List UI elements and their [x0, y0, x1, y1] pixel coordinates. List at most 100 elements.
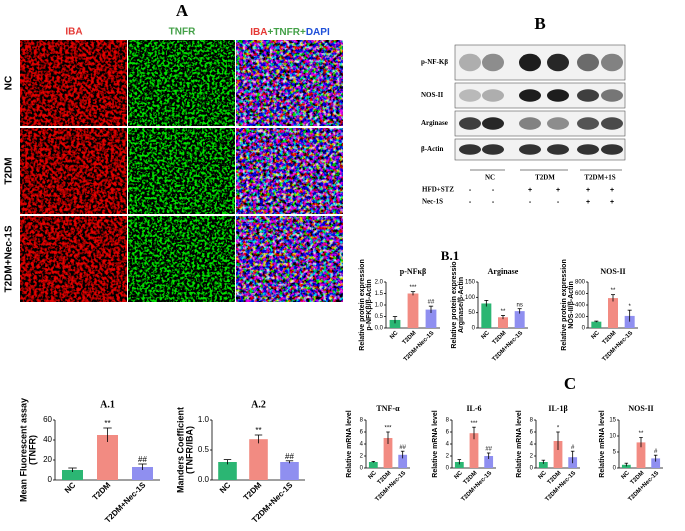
band [547, 53, 569, 72]
significance-label: ## [485, 447, 492, 453]
y-tick-label: 15 [609, 418, 616, 424]
bar [383, 438, 393, 468]
label-part: IBA [250, 27, 267, 38]
panel-label: B [534, 14, 545, 33]
bar [97, 435, 118, 480]
bar [407, 293, 419, 328]
x-tick-label: NC [537, 470, 548, 481]
y-tick-label: 8 [530, 418, 534, 424]
y-tick-label: 0.5 [375, 314, 384, 320]
micrograph-signal [236, 216, 343, 302]
group-label: T2DM [535, 174, 555, 182]
y-tick-label: 6 [530, 430, 534, 436]
band [459, 144, 481, 155]
bar [591, 321, 602, 328]
y-tick-label: 10 [609, 434, 616, 440]
band [577, 144, 599, 155]
y-axis-label: Relative protein expression [561, 259, 568, 350]
y-tick-label: 1.5 [375, 291, 384, 297]
chart-title: p-NFκβ [400, 267, 426, 276]
micrograph-signal [20, 216, 127, 302]
y-tick-label: 2 [530, 454, 534, 460]
y-axis-label: Relative protein expression [359, 259, 366, 350]
y-axis-label: Relative mRNA level [599, 410, 606, 477]
label-part: DAPI [306, 27, 330, 38]
y-tick-label: 40 [43, 435, 52, 444]
bar [62, 470, 83, 480]
treatment-sign: - [557, 199, 560, 206]
chart-title: IL-1β [548, 404, 567, 413]
bar [481, 303, 492, 328]
micrograph-signal [236, 128, 343, 214]
panel-label: C [564, 374, 576, 393]
y-axis-label: Arginase/β-Actin [458, 277, 465, 333]
y-tick-label: 1.0 [375, 303, 384, 309]
band [482, 89, 504, 102]
band [519, 89, 541, 102]
y-tick-label: 0 [446, 466, 450, 472]
y-tick-label: 100 [465, 295, 476, 301]
significance-label: ** [501, 309, 506, 315]
treatment-sign: + [528, 187, 532, 194]
y-tick-label: 1.0 [198, 415, 210, 424]
band [519, 53, 541, 72]
western-blot: p-NF-Kβ NOS-II Arginase β-Actin NC T2DM T2DM+1… [421, 44, 626, 206]
band [482, 117, 504, 130]
y-tick-label: 4 [530, 442, 534, 448]
significance-label: ** [104, 419, 110, 428]
y-axis-label: Relative mRNA level [516, 410, 523, 477]
micrograph-signal [128, 128, 235, 214]
column-label: TNFR [169, 27, 196, 38]
treatment-sign: - [469, 199, 472, 206]
column-label: IBA+TNFR+DAPI [250, 27, 330, 38]
treatment-sign: + [610, 187, 614, 194]
band [459, 89, 481, 102]
y-tick-label: 0 [360, 466, 364, 472]
significance-label: ** [611, 288, 616, 294]
band [547, 144, 569, 155]
band [601, 53, 623, 72]
chart-title: NOS-II [600, 267, 625, 276]
treatment-label: HFD+STZ [422, 186, 454, 194]
y-axis-label: NOS-II/β-Actin [568, 281, 575, 328]
bar [636, 442, 646, 468]
bar [469, 433, 479, 468]
y-axis-label: Relative mRNA level [346, 410, 353, 477]
y-axis-label: (TNFR) [27, 435, 37, 465]
significance-label: * [557, 426, 560, 432]
y-tick-label: 60 [43, 415, 52, 424]
band [601, 89, 623, 102]
y-tick-label: 8 [446, 418, 450, 424]
y-tick-label: 800 [575, 280, 586, 286]
y-tick-label: 0 [472, 326, 476, 332]
band [601, 117, 623, 130]
bar [608, 298, 618, 328]
bar [218, 462, 237, 480]
band [577, 89, 599, 102]
bar [249, 439, 268, 480]
bar [553, 441, 563, 468]
y-tick-label: 0.5 [198, 445, 210, 454]
micrograph-signal [128, 216, 235, 302]
significance-label: *** [384, 426, 392, 432]
x-tick-label: NC [620, 470, 631, 481]
y-tick-label: 0 [582, 326, 586, 332]
band [482, 144, 504, 155]
band-label: Arginase [421, 119, 448, 127]
treatment-sign: - [492, 187, 495, 194]
band-label: β-Actin [421, 145, 443, 153]
treatment-sign: - [492, 199, 495, 206]
treatment-sign: + [556, 187, 560, 194]
treatment-sign: - [469, 187, 472, 194]
y-tick-label: 0 [613, 466, 617, 472]
y-axis-label: Relative protein expressio [451, 261, 458, 348]
bar [454, 462, 464, 468]
band [459, 117, 481, 130]
significance-label: ** [255, 426, 261, 435]
bar [484, 456, 494, 468]
row-label: T2DM [4, 157, 15, 184]
significance-label: ## [285, 452, 294, 461]
micrograph-signal [20, 128, 127, 214]
bar [425, 309, 437, 328]
